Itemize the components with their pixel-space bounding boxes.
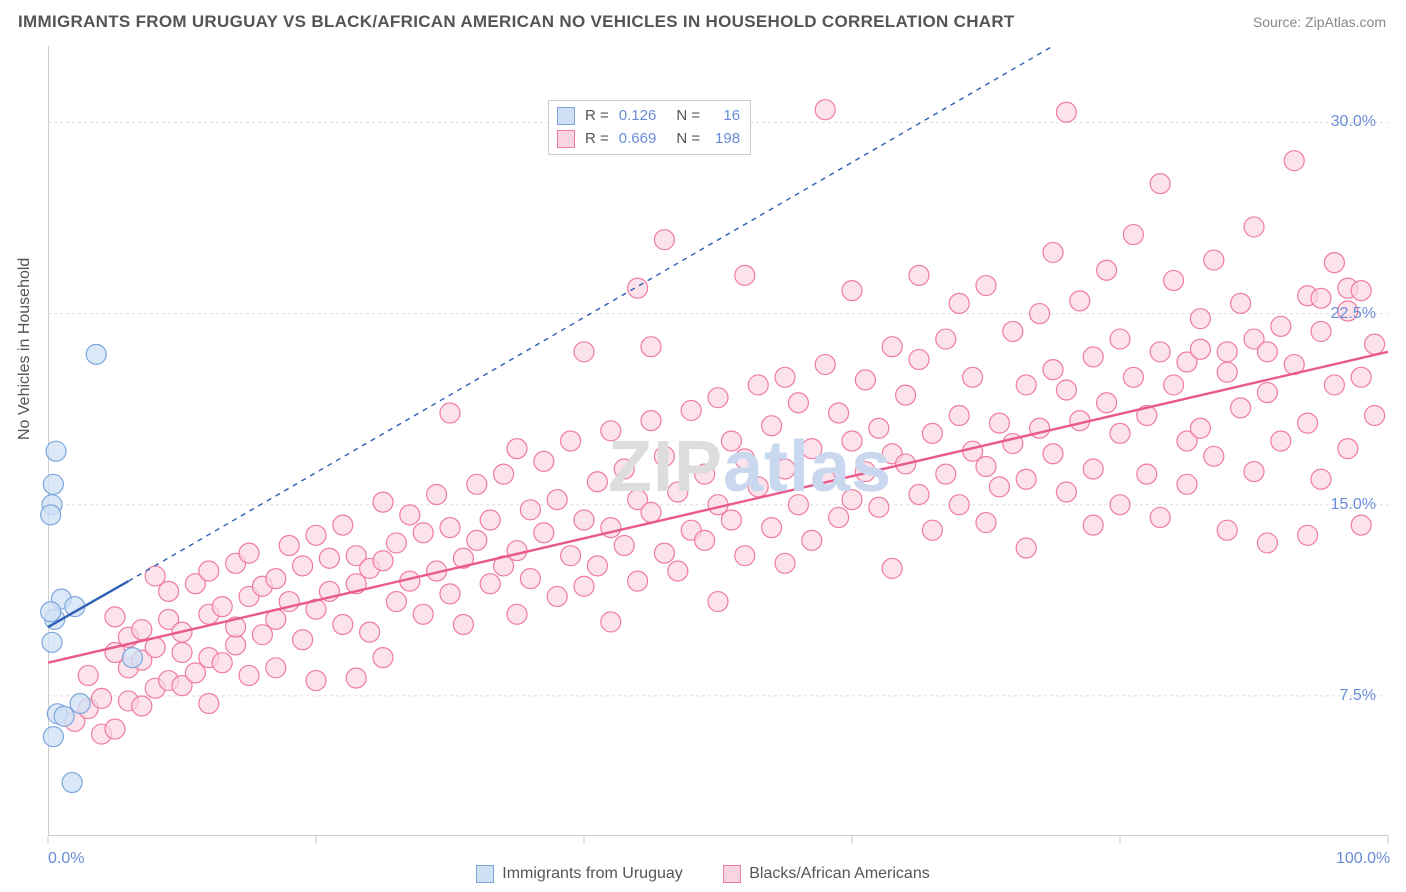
y-tick-label: 7.5% xyxy=(1340,687,1376,705)
bottom-legend-item-uruguay: Immigrants from Uruguay xyxy=(476,865,683,883)
bottom-legend: Immigrants from Uruguay Blacks/African A… xyxy=(0,865,1406,888)
legend-swatch-uruguay xyxy=(476,865,494,883)
bottom-legend-label-black: Blacks/African Americans xyxy=(749,865,930,883)
scatter-plot-svg xyxy=(48,46,1388,836)
bottom-legend-item-black: Blacks/African Americans xyxy=(723,865,930,883)
legend-swatch-black xyxy=(557,130,575,148)
legend-r-label: R = xyxy=(585,105,609,128)
legend-swatch-black xyxy=(723,865,741,883)
chart-source: Source: ZipAtlas.com xyxy=(1253,14,1386,30)
chart-container: ZIPatlas R = 0.126 N = 16 R = 0.669 N = … xyxy=(48,46,1388,836)
chart-title: IMMIGRANTS FROM URUGUAY VS BLACK/AFRICAN… xyxy=(18,12,1015,32)
y-tick-label: 15.0% xyxy=(1331,496,1376,514)
legend-n-label: N = xyxy=(676,105,700,128)
legend-n-label: N = xyxy=(676,128,700,151)
correlation-legend: R = 0.126 N = 16 R = 0.669 N = 198 xyxy=(548,100,751,155)
legend-row-black: R = 0.669 N = 198 xyxy=(557,128,740,151)
legend-n-value-uruguay: 16 xyxy=(710,105,740,128)
legend-n-value-black: 198 xyxy=(710,128,740,151)
legend-swatch-uruguay xyxy=(557,107,575,125)
y-axis-label: No Vehicles in Household xyxy=(16,258,34,440)
legend-r-value-uruguay: 0.126 xyxy=(619,105,657,128)
legend-r-label: R = xyxy=(585,128,609,151)
legend-row-uruguay: R = 0.126 N = 16 xyxy=(557,105,740,128)
y-tick-label: 22.5% xyxy=(1331,305,1376,323)
legend-r-value-black: 0.669 xyxy=(619,128,657,151)
y-tick-label: 30.0% xyxy=(1331,113,1376,131)
bottom-legend-label-uruguay: Immigrants from Uruguay xyxy=(502,865,683,883)
